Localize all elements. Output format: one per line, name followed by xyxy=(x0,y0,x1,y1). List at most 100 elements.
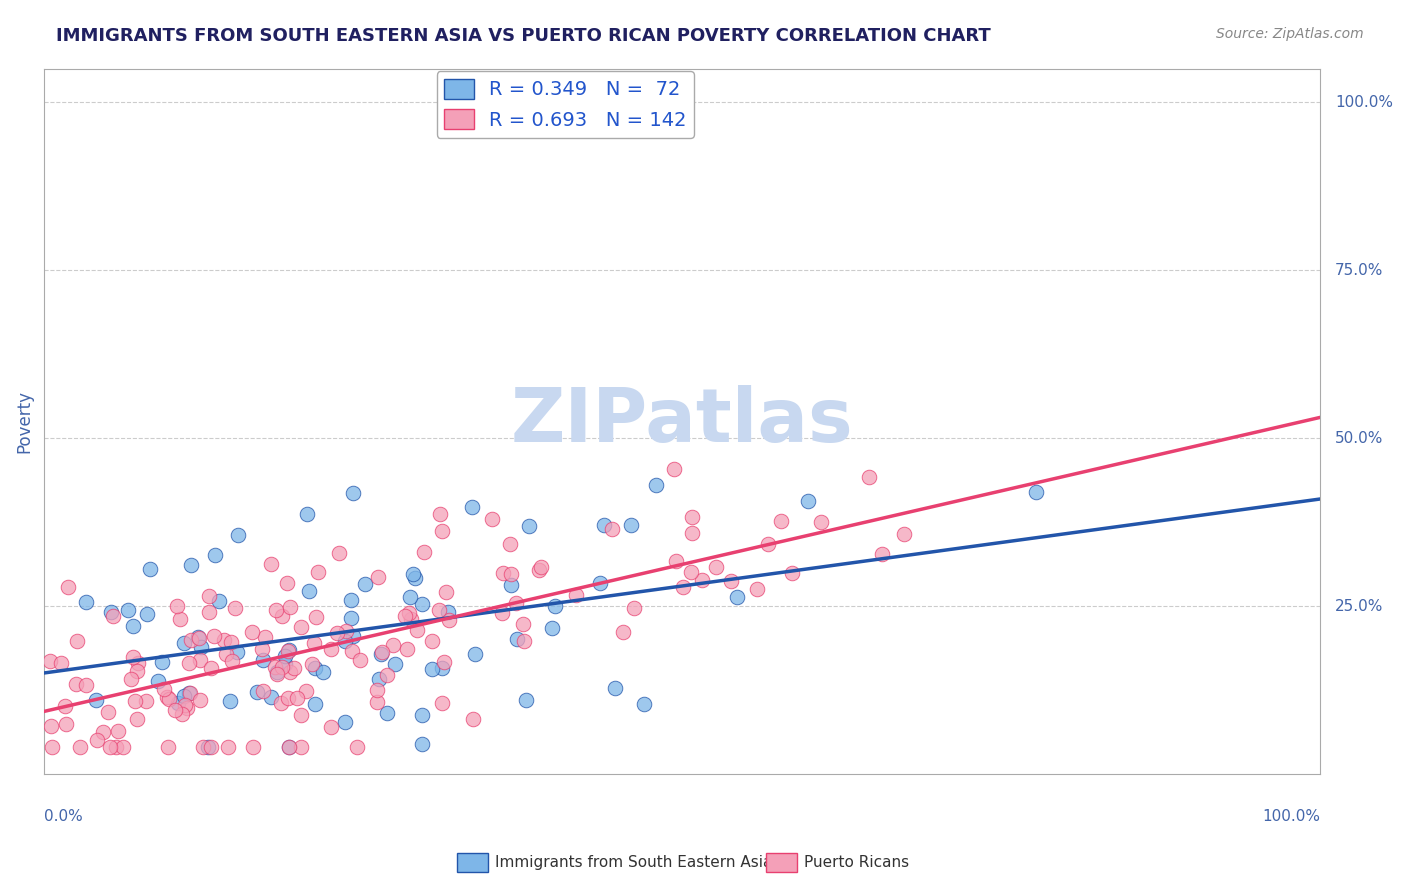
Point xyxy=(107,723,129,738)
Point xyxy=(215,648,238,662)
Point xyxy=(339,593,361,607)
Point xyxy=(491,566,513,580)
Point xyxy=(219,635,242,649)
Point xyxy=(384,657,406,672)
Point xyxy=(136,607,159,621)
Point xyxy=(429,508,451,522)
Point xyxy=(117,603,139,617)
Point xyxy=(464,647,486,661)
Point xyxy=(433,655,456,669)
Point xyxy=(212,632,235,647)
Point xyxy=(589,576,612,591)
Point xyxy=(41,740,63,755)
Point xyxy=(623,600,645,615)
Point xyxy=(208,594,231,608)
Point xyxy=(221,654,243,668)
Text: ZIPatlas: ZIPatlas xyxy=(510,384,853,458)
Point xyxy=(371,645,394,659)
Point xyxy=(98,740,121,755)
Point xyxy=(165,703,187,717)
Point xyxy=(1025,484,1047,499)
Point xyxy=(375,706,398,720)
Point xyxy=(56,580,79,594)
Point xyxy=(266,667,288,681)
Point xyxy=(406,624,429,638)
Point xyxy=(312,665,335,680)
Point xyxy=(290,620,312,634)
Point xyxy=(893,527,915,541)
Point xyxy=(169,612,191,626)
Point xyxy=(530,559,553,574)
Point xyxy=(704,559,727,574)
Point xyxy=(432,661,454,675)
Point xyxy=(430,524,453,538)
Point xyxy=(481,512,503,526)
Point xyxy=(127,656,149,670)
Point xyxy=(177,686,200,700)
Point xyxy=(437,613,460,627)
Point xyxy=(159,692,181,706)
Point xyxy=(197,740,219,755)
Point xyxy=(278,599,301,614)
Point xyxy=(353,577,375,591)
Point xyxy=(277,691,299,706)
Point xyxy=(858,469,880,483)
Point xyxy=(515,693,537,707)
Point xyxy=(91,724,114,739)
Point xyxy=(335,633,357,648)
Point xyxy=(301,657,323,671)
Point xyxy=(274,657,297,672)
Text: 100.0%: 100.0% xyxy=(1336,95,1393,110)
Point xyxy=(870,547,893,561)
Point xyxy=(600,522,623,536)
Point xyxy=(529,562,551,576)
Point xyxy=(304,698,326,712)
Point xyxy=(120,672,142,686)
Point xyxy=(304,661,326,675)
Point xyxy=(326,626,349,640)
Point xyxy=(430,697,453,711)
Point xyxy=(173,636,195,650)
Text: 0.0%: 0.0% xyxy=(44,809,83,824)
Point xyxy=(396,642,419,657)
Point xyxy=(252,684,274,698)
Point xyxy=(367,673,389,687)
Point xyxy=(434,584,457,599)
Point xyxy=(124,693,146,707)
Point xyxy=(252,653,274,667)
Point xyxy=(756,537,779,551)
Point xyxy=(681,525,703,540)
Point xyxy=(66,634,89,648)
Point xyxy=(335,624,357,638)
Text: 75.0%: 75.0% xyxy=(1336,262,1384,277)
Point xyxy=(180,558,202,572)
Text: 100.0%: 100.0% xyxy=(1263,809,1320,824)
Point xyxy=(307,565,329,579)
Point xyxy=(305,610,328,624)
Point xyxy=(295,507,318,521)
Point xyxy=(69,740,91,755)
Point xyxy=(328,546,350,560)
Point xyxy=(797,493,820,508)
Point xyxy=(75,595,97,609)
Text: Source: ZipAtlas.com: Source: ZipAtlas.com xyxy=(1216,27,1364,41)
Point xyxy=(399,590,422,604)
Point xyxy=(436,605,458,619)
Point xyxy=(204,548,226,562)
Point xyxy=(180,633,202,648)
Point xyxy=(173,698,195,713)
Point xyxy=(188,653,211,667)
Point xyxy=(540,621,562,635)
Text: Puerto Ricans: Puerto Ricans xyxy=(804,855,910,870)
Point xyxy=(278,643,301,657)
Point xyxy=(264,602,287,616)
Point xyxy=(122,619,145,633)
Point xyxy=(394,608,416,623)
Point xyxy=(690,573,713,587)
Point xyxy=(53,699,76,714)
Point xyxy=(725,591,748,605)
Point xyxy=(198,589,221,603)
Point xyxy=(271,608,294,623)
Point xyxy=(519,519,541,533)
Point xyxy=(321,720,343,734)
